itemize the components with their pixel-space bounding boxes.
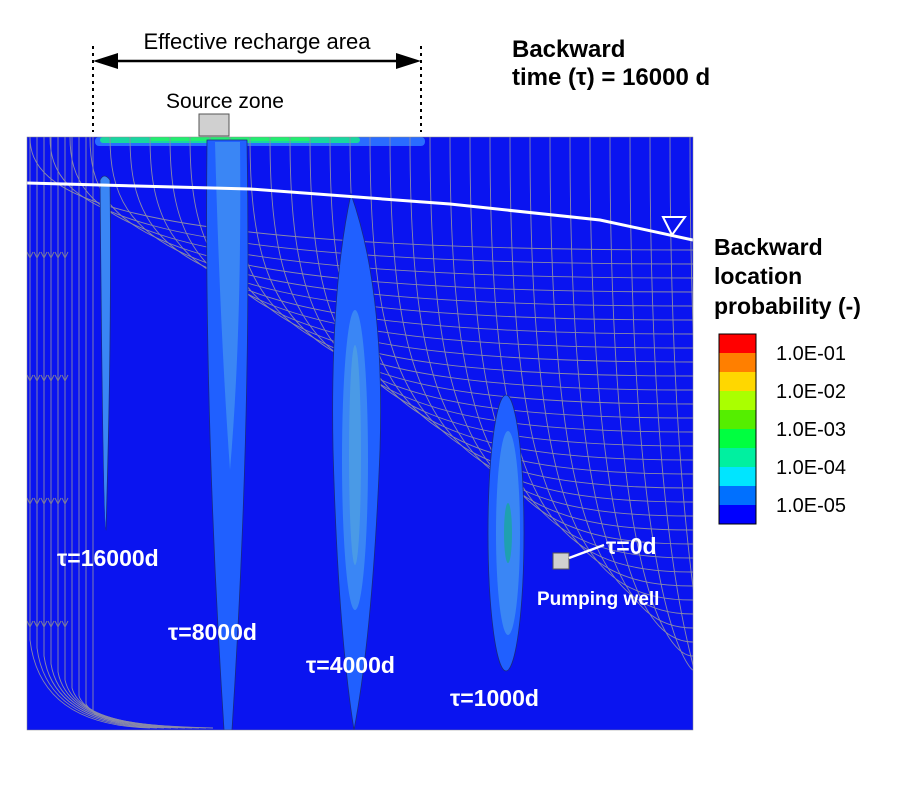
- legend-swatch: [719, 353, 756, 373]
- legend-color-bar: [718, 333, 757, 525]
- streamline: [629, 137, 693, 671]
- plume-label-4000d: τ=4000d: [306, 652, 395, 678]
- flow-arrow: [40, 251, 48, 260]
- legend-title-line2: location: [714, 263, 802, 289]
- flow-arrow: [27, 251, 34, 260]
- flow-arrow: [54, 374, 62, 383]
- flow-arrow: [62, 744, 68, 750]
- streamline: [529, 137, 693, 601]
- plume-1000d: [487, 394, 525, 672]
- flow-arrow: [34, 744, 40, 750]
- figure-title-line1: Backward: [512, 36, 625, 63]
- streamline: [50, 137, 172, 729]
- streamline: [189, 137, 693, 363]
- streamline: [89, 137, 693, 293]
- legend-tick-label: 1.0E-01: [776, 343, 846, 365]
- flow-arrow: [27, 374, 34, 383]
- flow-arrow: [33, 374, 41, 383]
- legend-swatch: [719, 486, 756, 506]
- streamline: [429, 137, 693, 531]
- flow-arrow: [27, 497, 34, 506]
- plume-16000d: [99, 175, 111, 531]
- streamline: [57, 137, 179, 729]
- streamline: [43, 137, 165, 729]
- legend-tick-label: 1.0E-02: [776, 381, 846, 403]
- legend-swatch: [719, 334, 756, 354]
- flow-arrow: [27, 744, 33, 750]
- legend-swatch: [719, 429, 756, 449]
- streamline: [509, 137, 693, 587]
- legend-swatch: [719, 505, 756, 525]
- source-zone-box: [198, 113, 230, 137]
- streamline: [249, 137, 693, 405]
- well-time-label: τ=0d: [606, 533, 657, 559]
- flow-arrow: [61, 497, 69, 506]
- flow-arrow: [27, 620, 34, 629]
- water-table: [27, 181, 693, 242]
- streamline: [689, 137, 693, 712]
- streamline: [569, 137, 693, 629]
- legend-tick-label: 1.0E-05: [776, 495, 846, 517]
- plume-4000d: [332, 192, 382, 730]
- streamline: [69, 137, 693, 279]
- pumping-well-label: Pumping well: [537, 589, 659, 610]
- flow-arrow: [40, 620, 48, 629]
- flow-arrow: [54, 251, 62, 260]
- streamline: [649, 137, 693, 684]
- streamline: [549, 137, 693, 615]
- legend-tick-label: 1.0E-03: [776, 419, 846, 441]
- flow-arrow: [41, 744, 47, 750]
- legend-swatch: [719, 467, 756, 487]
- legend-tick-labels: 1.0E-01 1.0E-02 1.0E-03 1.0E-04 1.0E-05: [776, 343, 846, 517]
- flow-arrow: [54, 497, 62, 506]
- pumping-well-marker: [552, 552, 570, 570]
- plume-label-8000d: τ=8000d: [168, 619, 257, 645]
- legend-swatch: [719, 372, 756, 392]
- flow-arrow: [33, 251, 41, 260]
- flow-arrow: [47, 620, 55, 629]
- streamline: [29, 137, 693, 251]
- legend-swatch: [719, 410, 756, 430]
- legend-title-line3: probability (-): [714, 293, 861, 319]
- streamline: [329, 137, 693, 461]
- streamline: [29, 137, 151, 729]
- flow-arrow: [54, 620, 62, 629]
- flow-arrow: [47, 374, 55, 383]
- flow-arrow: [47, 251, 55, 260]
- flow-arrow: [40, 374, 48, 383]
- flow-arrow: [40, 497, 48, 506]
- legend-swatch: [719, 391, 756, 411]
- streamline: [369, 137, 693, 489]
- streamline: [389, 137, 693, 503]
- legend-tick-label: 1.0E-04: [776, 457, 846, 479]
- flow-arrow: [47, 497, 55, 506]
- flow-arrow: [33, 497, 41, 506]
- figure-title-line2: time (τ) = 16000 d: [512, 64, 710, 91]
- plume-label-1000d: τ=1000d: [450, 685, 539, 711]
- streamline: [169, 137, 693, 349]
- streamline: [669, 137, 693, 698]
- plume-8000d: [206, 139, 249, 730]
- streamline: [489, 137, 693, 573]
- plume-label-16000d: τ=16000d: [57, 545, 159, 571]
- flow-arrow: [48, 744, 54, 750]
- flow-arrow: [61, 374, 69, 383]
- streamline: [92, 137, 214, 729]
- legend-swatch: [719, 448, 756, 468]
- recharge-area-label: Effective recharge area: [143, 29, 371, 54]
- streamline: [589, 137, 693, 643]
- flow-arrow: [33, 620, 41, 629]
- water-table-triangle: [661, 216, 687, 237]
- flow-arrow: [61, 251, 69, 260]
- flow-arrow: [61, 620, 69, 629]
- flow-arrow: [55, 744, 61, 750]
- legend-title-line1: Backward: [714, 234, 823, 260]
- streamline: [409, 137, 693, 517]
- source-zone-label: Source zone: [166, 90, 284, 113]
- streamline: [36, 137, 158, 729]
- legend-frame: [718, 333, 757, 525]
